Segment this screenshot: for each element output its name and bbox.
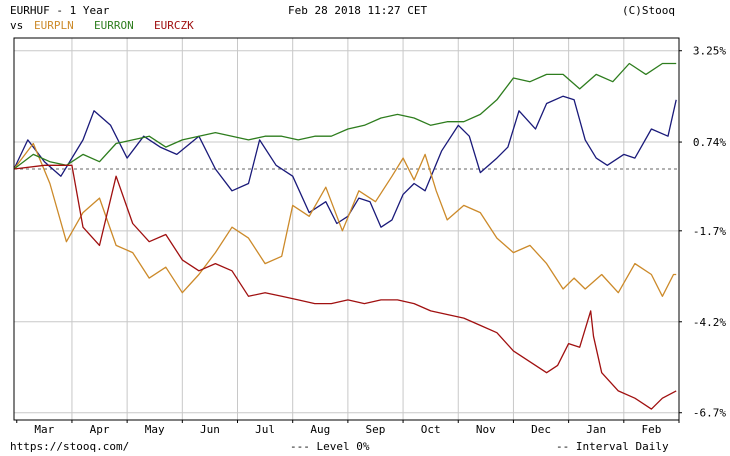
y-tick-label: 0.74% [693,136,726,149]
y-tick-label: 3.25% [693,45,726,58]
y-tick-label: -4.2% [693,316,726,329]
footer-url-link[interactable]: https://stooq.com/ [10,440,130,453]
copyright-label: (C)Stooq [622,4,675,17]
legend-eurron[interactable]: EURRON [94,19,134,32]
x-tick-label: Jan [586,423,606,436]
x-tick-label: May [145,423,165,436]
main-ticker-title: EURHUF - 1 Year [10,4,110,17]
vs-label: vs [10,19,24,32]
y-tick-label: -6.7% [693,407,726,420]
x-axis-ticks: Mar Apr May Jun Jul Aug Sep Oct Nov Dec Jan Feb [16,420,680,436]
y-axis-ticks: 3.25% 0.74% -1.7% -4.2% -6.7% [679,45,726,420]
series-line-eurpln [13,142,677,297]
x-tick-label: Dec [531,423,551,436]
level-legend: --- Level 0% [290,440,370,453]
x-tick-label: Jul [255,423,275,436]
chart-grid [14,38,679,420]
interval-legend: -- Interval Daily [556,440,669,453]
x-tick-label: Nov [476,423,496,436]
series-line-eurron [13,62,677,170]
plot-frame [13,37,680,421]
datetime-stamp: Feb 28 2018 11:27 CET [288,4,428,17]
series-line-eurhuf [13,95,677,228]
x-tick-label: Feb [641,423,661,436]
x-tick-label: Aug [310,423,330,436]
series-layer [13,62,677,410]
series-line-eurczk [13,164,677,410]
x-tick-label: Mar [34,423,54,436]
legend-eurpln[interactable]: EURPLN [34,19,74,32]
x-tick-label: Sep [366,423,386,436]
legend-eurczk[interactable]: EURCZK [154,19,194,32]
x-tick-label: Jun [200,423,220,436]
x-tick-label: Apr [90,423,110,436]
x-tick-label: Oct [421,423,441,436]
y-tick-label: -1.7% [693,225,726,238]
